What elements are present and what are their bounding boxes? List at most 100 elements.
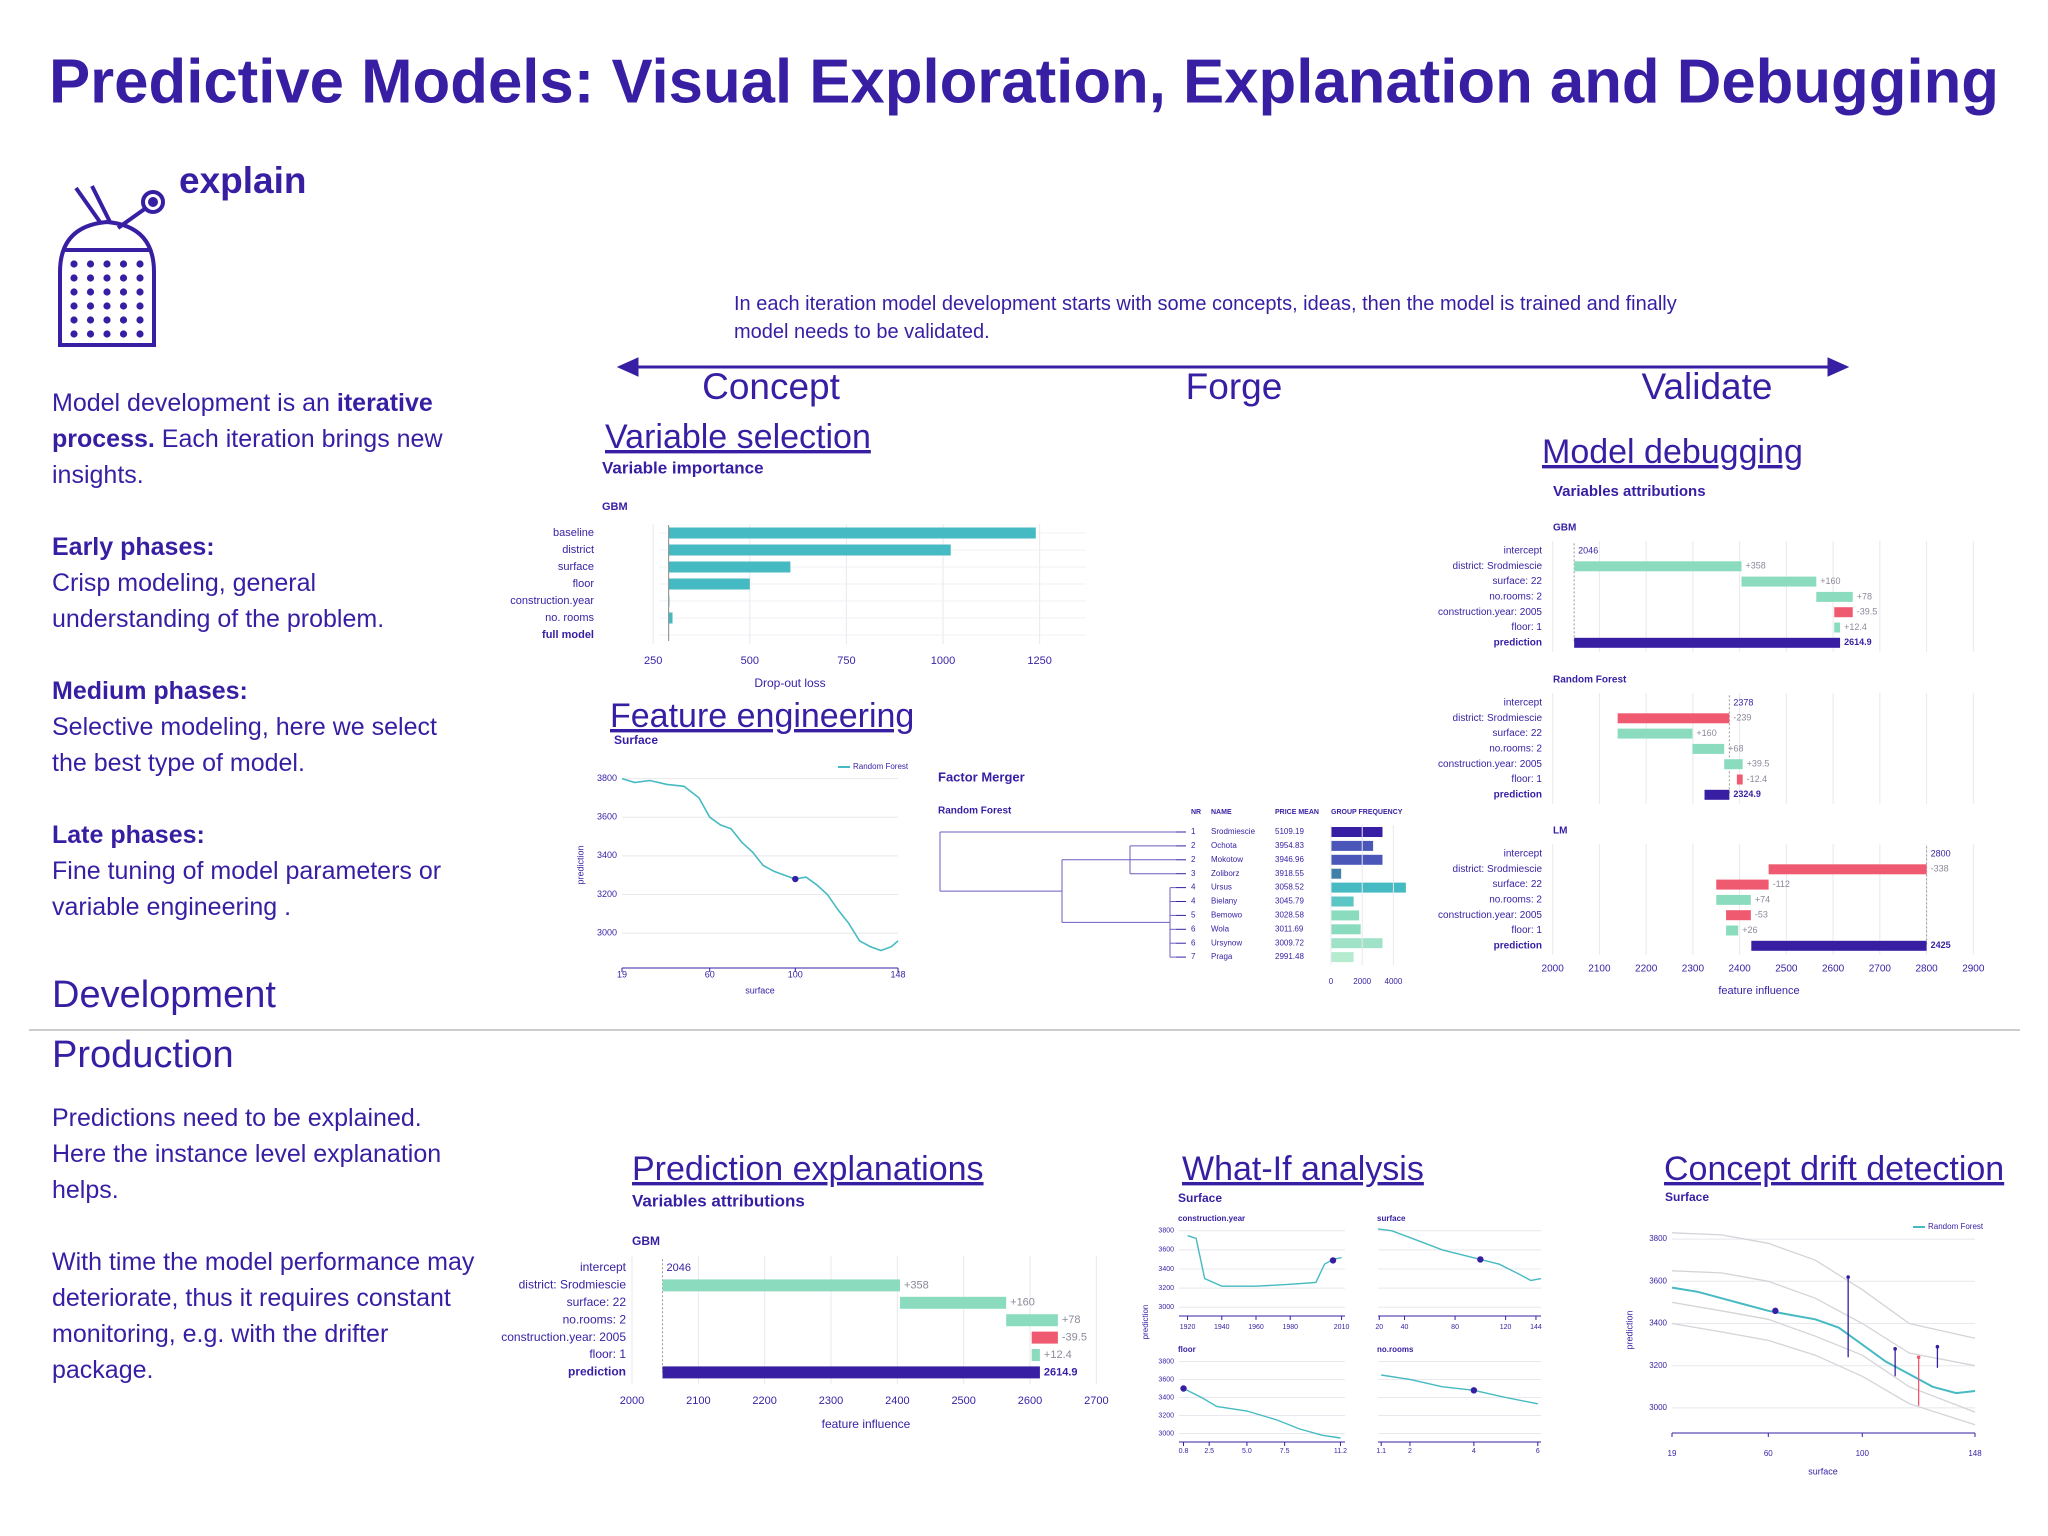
y-tick-label: intercept [580,1260,627,1274]
bar [1617,713,1730,724]
logo-dot [103,316,111,324]
section-heading[interactable]: What-If analysis [1182,1150,1424,1188]
x-axis-label: feature influence [1718,985,1799,997]
value-label: +160 [1696,728,1716,738]
x-tick-label: 2400 [1729,964,1752,975]
frequency-bar [1331,952,1354,963]
y-tick-label: surface: 22 [1493,879,1543,890]
line [1671,1286,1976,1395]
cell: 4 [1191,883,1196,892]
x-tick-label: 60 [705,969,715,979]
logo-dot [86,330,95,338]
panel-title: construction.year [1178,1214,1245,1223]
x-tick-label: 1000 [931,655,955,667]
text: Model development is an [52,389,337,417]
timeline-intro: In each iteration model development star… [734,293,1677,343]
x-tick-label: 2100 [1588,964,1611,975]
x-tick-label: 19 [617,969,627,979]
cell: 3 [1191,869,1196,878]
bar [668,578,750,590]
section-heading[interactable]: Concept drift detection [1664,1150,2004,1188]
section-heading[interactable]: Prediction explanations [632,1150,984,1188]
poster-title: Predictive Models: Visual Exploration, E… [49,47,1999,116]
line [1377,1228,1542,1282]
y-tick-label: full model [542,629,594,641]
cell: 4 [1191,897,1196,906]
cell: 1 [1191,827,1196,836]
y-tick-label: 3600 [1158,1247,1174,1254]
cell: 3918.55 [1275,869,1304,878]
x-tick-label: 0 [1329,977,1334,986]
x-tick-label: 2400 [885,1395,909,1407]
point [1329,1257,1337,1264]
y-tick-label: 3400 [597,850,617,860]
point [1180,1385,1187,1392]
y-tick-label: construction.year: 2005 [1438,759,1542,770]
frequency-bar [1331,896,1354,907]
value-label: +68 [1728,743,1743,753]
model-label: Random Forest [938,806,1012,817]
text-bold: iterative process. [52,389,433,453]
phase: Early phases: Crisp modeling, general und… [52,529,472,637]
y-tick-label: construction.year: 2005 [1438,607,1542,618]
residual-end [1846,1275,1850,1279]
x-tick-label: 2100 [686,1395,710,1407]
y-tick-label: intercept [1504,546,1543,557]
text: Predictions need to be explained. [52,1104,422,1132]
x-tick-label: 20 [1375,1324,1383,1331]
logo-dot [70,330,78,338]
residual-end [1935,1344,1940,1349]
production-text: Predictions need to be explained. Here th… [52,1100,482,1424]
cell: 3011.69 [1275,924,1304,933]
y-tick-label: intercept [1504,698,1543,709]
section-heading[interactable]: Model debugging [1542,433,1803,471]
phase-name: Medium phases: [52,677,248,705]
model-label: LM [1553,826,1567,837]
y-tick-label: surface: 22 [1493,576,1543,587]
bar [1617,728,1693,739]
logo-dot [103,288,111,296]
y-axis-label: prediction [1141,1305,1150,1340]
bar [900,1296,1007,1309]
value-label: 2614.9 [1844,637,1872,647]
line [1187,1234,1342,1287]
logo-dot [70,260,78,268]
bar [668,527,1036,539]
bar [668,561,791,573]
x-tick-label: 144 [1530,1324,1542,1331]
section-heading[interactable]: Feature engineering [610,697,914,735]
reference-line [1671,1270,1976,1367]
y-tick-label: 3800 [1158,1228,1174,1235]
y-tick-label: prediction [1494,940,1542,951]
x-tick-label: 120 [1500,1324,1512,1331]
y-tick-label: intercept [1504,849,1543,860]
y-tick-label: 3000 [1158,1430,1174,1437]
timeline-arrow [616,357,1850,377]
y-axis-label: prediction [1624,1310,1634,1349]
panel-title: surface [1377,1214,1406,1223]
phase-text: Crisp modeling, general understanding of… [52,569,385,633]
value-label: 2425 [1931,940,1951,950]
y-tick-label: 3200 [1158,1412,1174,1419]
point [1477,1256,1484,1263]
cell: 3045.79 [1275,897,1304,906]
x-tick-label: 2300 [819,1395,843,1407]
cell: 2991.48 [1275,952,1304,961]
column-header: NAME [1211,809,1232,816]
logo-dot [136,330,144,338]
section-heading[interactable]: Variable selection [605,418,871,456]
y-tick-label: surface: 22 [1493,728,1543,739]
cell: Bemowo [1211,911,1243,920]
y-tick-label: prediction [1494,637,1542,648]
bar [1692,743,1725,754]
bar [1726,910,1751,921]
y-tick-label: 3000 [1649,1403,1667,1412]
value-label: 2324.9 [1733,789,1761,799]
cell: 5109.19 [1275,827,1304,836]
y-tick-label: 3600 [1158,1376,1174,1383]
frequency-bar [1331,854,1383,865]
legend-label: Random Forest [1928,1222,1984,1231]
x-tick-label: 4 [1472,1448,1476,1455]
value-label: +358 [904,1279,929,1291]
